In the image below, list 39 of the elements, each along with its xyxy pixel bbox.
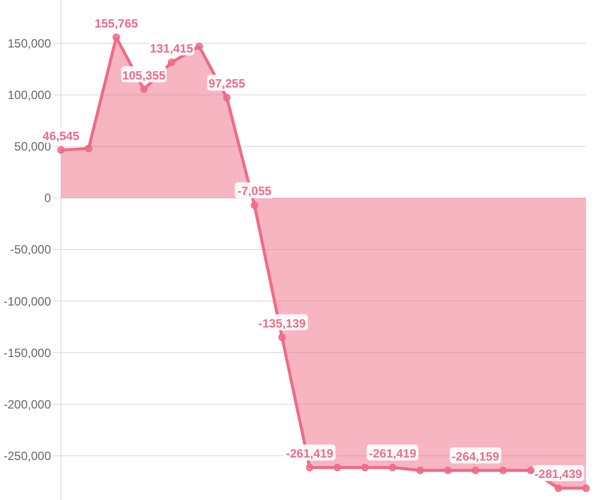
y-tick-label: -150,000 (4, 346, 52, 360)
y-tick-label: -100,000 (4, 294, 52, 308)
y-tick-label: 100,000 (8, 88, 52, 102)
point (444, 466, 452, 474)
point (250, 201, 258, 209)
data-label: 105,355 (122, 68, 166, 82)
point (112, 34, 120, 42)
point (306, 464, 314, 472)
point (57, 146, 65, 154)
point (582, 484, 590, 492)
y-tick-label: 150,000 (8, 36, 52, 50)
point (388, 464, 396, 472)
point (223, 94, 231, 102)
point (499, 466, 507, 474)
point (168, 58, 176, 66)
y-tick-label: -200,000 (4, 397, 52, 412)
y-tick-label: -50,000 (10, 242, 52, 257)
point (278, 334, 286, 342)
point (361, 464, 369, 472)
point (416, 466, 424, 474)
data-label: -7,055 (237, 184, 272, 198)
data-label: 97,255 (208, 76, 246, 91)
y-tick-label: -250,000 (4, 448, 52, 463)
data-label: -261,419 (368, 446, 417, 461)
data-label: 46,545 (42, 128, 80, 143)
data-label: -281,439 (534, 467, 582, 482)
data-label: -261,419 (286, 446, 334, 461)
point (195, 42, 203, 50)
data-label: -264,159 (452, 449, 500, 464)
data-label: 155,765 (94, 16, 138, 30)
point (140, 86, 148, 94)
data-label: 131,415 (150, 41, 194, 56)
y-tick-label: 0 (44, 191, 52, 206)
point (472, 466, 480, 474)
point (554, 484, 562, 492)
point (334, 464, 342, 472)
data-label: -135,139 (258, 316, 306, 330)
point (84, 144, 92, 152)
point (527, 466, 534, 474)
